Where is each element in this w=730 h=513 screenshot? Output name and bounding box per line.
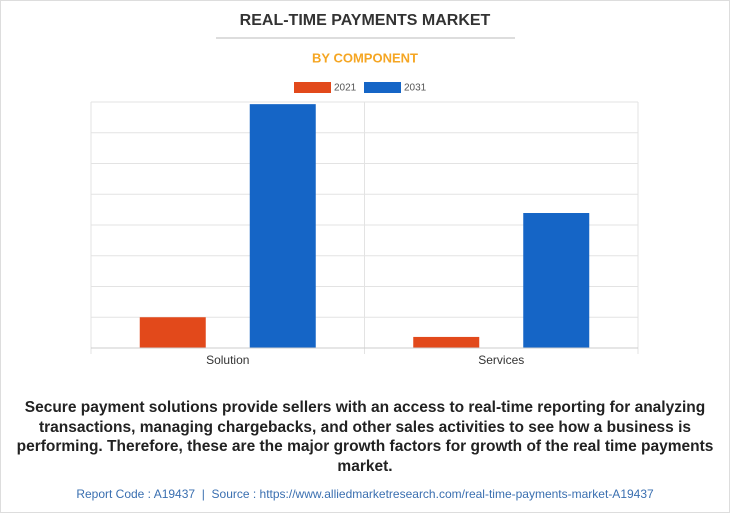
chart-subtitle: BY COMPONENT xyxy=(312,50,418,65)
legend-label: 2031 xyxy=(404,83,427,94)
bar xyxy=(139,317,206,348)
x-tick-label: Solution xyxy=(206,353,249,367)
bar xyxy=(249,104,316,348)
description: Secure payment solutions provide sellers… xyxy=(16,399,714,475)
legend-swatch xyxy=(364,82,401,93)
legend-swatch xyxy=(294,82,331,93)
bar xyxy=(413,336,480,348)
legend-label: 2021 xyxy=(334,83,357,94)
chart-title: REAL-TIME PAYMENTS MARKET xyxy=(240,12,491,29)
chart: REAL-TIME PAYMENTS MARKET BY COMPONENT 2… xyxy=(90,12,639,367)
bar xyxy=(523,213,590,348)
footer: Report Code : A19437 | Source : https://… xyxy=(76,487,654,501)
x-tick-label: Services xyxy=(478,353,524,367)
